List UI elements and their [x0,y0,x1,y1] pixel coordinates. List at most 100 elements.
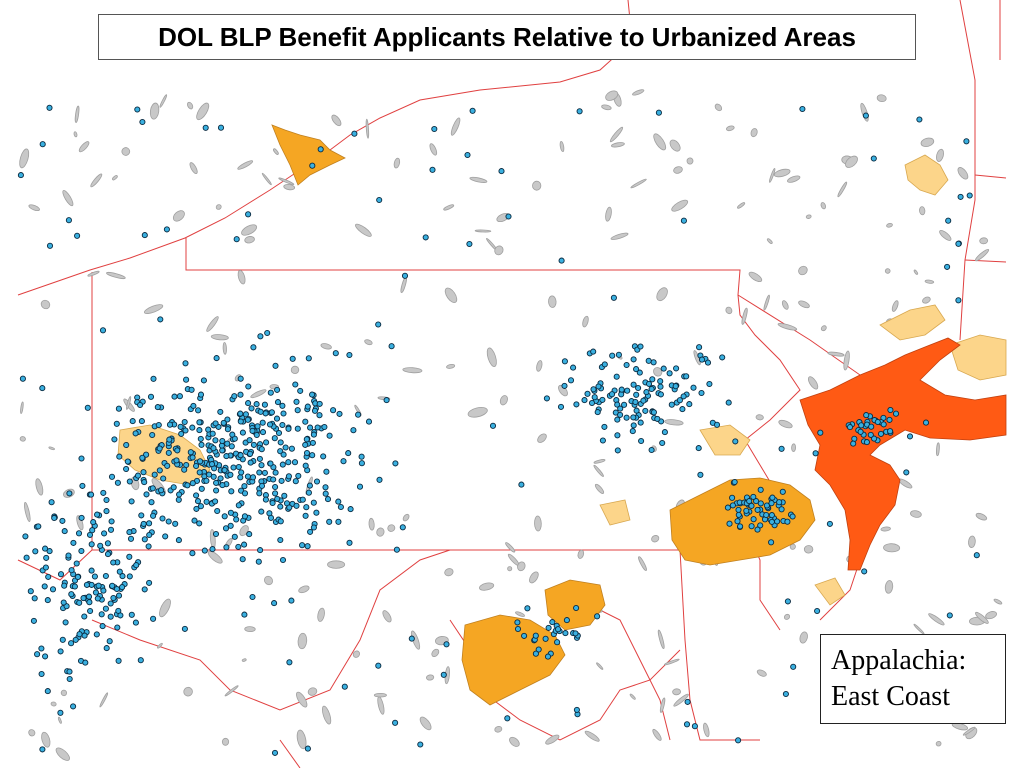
applicant-point [303,436,310,443]
applicant-point [261,401,268,408]
applicant-point [39,746,46,753]
urban-blob [377,696,385,715]
applicant-point [213,355,220,362]
applicant-point [108,518,115,525]
applicant-point [184,482,191,489]
applicant-point [262,496,269,503]
applicant-point [660,365,667,372]
urban-ct [879,304,946,341]
urban-blob [596,662,604,670]
applicant-point [330,407,337,414]
applicant-point [310,499,317,506]
map-title: DOL BLP Benefit Applicants Relative to U… [98,14,916,60]
applicant-point [249,474,257,481]
applicant-point [34,651,41,658]
urban-blob [799,631,808,644]
urban-blob [273,148,279,155]
applicant-point [272,362,279,369]
applicant-point [116,453,123,460]
urban-blob [778,419,793,429]
urban-blob [913,269,919,275]
urban-blob [444,287,458,303]
urban-blob [756,669,767,677]
urban-blob [237,269,246,285]
applicant-point [150,375,157,382]
applicant-point [375,662,382,669]
applicant-point [310,524,317,531]
applicant-point [115,657,122,664]
applicant-point [19,375,26,382]
applicant-point [282,444,289,451]
urban-blob [19,436,26,442]
applicant-point [440,671,447,678]
applicant-point [272,483,279,491]
applicant-point [648,385,655,393]
applicant-point [267,460,274,467]
urban-blob [78,141,90,153]
applicant-point [277,503,284,510]
applicant-point [307,528,314,535]
applicant-point [165,449,172,456]
applicant-point [609,352,616,359]
urban-blob [87,270,100,277]
applicant-point [73,560,80,567]
applicant-point [340,458,347,465]
applicant-point [278,477,285,484]
applicant-point [149,431,156,439]
urban-blob [545,734,560,745]
applicant-point [867,431,874,438]
applicant-point [253,431,260,439]
applicant-point [165,518,172,525]
applicant-point [123,465,130,473]
urban-blob [593,464,604,477]
urban-blob [444,568,454,577]
applicant-point [214,507,221,515]
applicant-point [657,378,664,385]
ma-border [974,174,1007,179]
applicant-point [90,519,97,526]
urban-blob [221,737,230,746]
urban-ct-east [949,334,1007,381]
urban-blob [352,650,360,658]
applicant-point [351,130,358,137]
applicant-point [726,520,733,527]
applicant-point [281,492,288,499]
urban-blob [368,517,375,531]
urban-blob [610,232,629,240]
applicant-point [66,675,73,683]
wv-border [17,549,93,581]
applicant-point [239,429,246,436]
urban-blob [985,611,997,620]
applicant-point [706,380,713,388]
urban-blob [376,527,385,537]
applicant-point [695,445,702,452]
urban-blob [962,726,976,736]
applicant-point [119,573,126,580]
applicant-point [200,377,207,384]
urban-areas-small [19,89,1003,761]
applicant-point [189,454,196,461]
applicant-point [189,550,196,557]
urban-blob [827,351,845,357]
applicant-point [107,526,115,533]
applicant-point [235,543,242,550]
applicant-point [242,411,249,418]
urban-blob [936,442,940,457]
urban-blob [979,237,989,245]
applicant-point [280,410,287,417]
applicant-point [191,517,198,524]
applicant-point [309,162,316,169]
applicant-point [691,723,698,730]
applicant-point [128,498,135,505]
applicant-point [108,473,116,480]
applicant-point [392,460,399,467]
applicant-point [194,498,202,505]
applicant-point [103,508,110,515]
applicant-point [346,351,353,359]
applicant-point [812,450,819,457]
urban-blob [935,740,942,747]
applicant-point [286,504,293,511]
urban-blob [157,642,163,649]
applicant-point [814,607,821,615]
applicant-point [588,399,596,407]
